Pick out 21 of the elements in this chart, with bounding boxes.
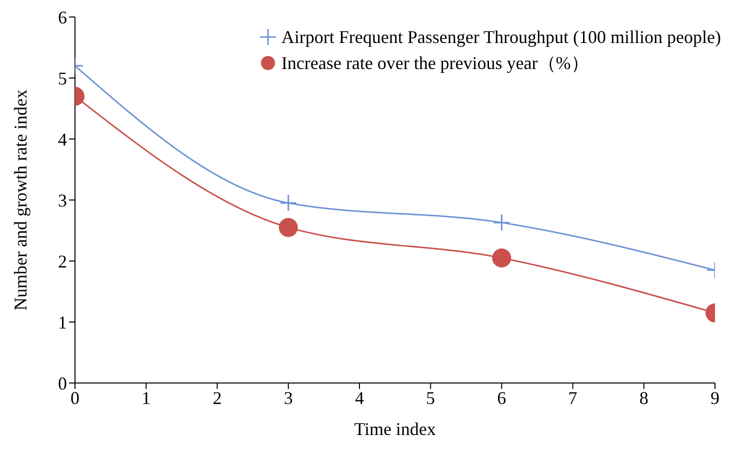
y-tick-label: 3 [58, 190, 67, 210]
x-tick-label: 0 [70, 388, 80, 408]
x-tick-label: 2 [212, 388, 222, 408]
y-tick-label: 0 [58, 373, 67, 394]
x-tick-label: 6 [497, 388, 506, 408]
x-axis-title: Time index [354, 419, 436, 439]
y-axis-title: Number and growth rate index [10, 90, 30, 310]
y-tick-label: 1 [58, 312, 67, 332]
x-tick-label: 3 [284, 388, 293, 408]
y-tick-label: 4 [58, 129, 67, 150]
x-tick-label: 7 [568, 388, 578, 408]
x-tick-label: 4 [354, 388, 364, 408]
legend-label: Increase rate over the previous year（%） [281, 52, 589, 75]
y-tick-label: 5 [58, 68, 67, 88]
x-tick-label: 8 [639, 388, 648, 408]
x-tick-label: 5 [426, 388, 436, 408]
y-tick-label: 2 [58, 251, 67, 272]
x-tick-label: 1 [142, 388, 151, 408]
y-tick-label: 6 [58, 7, 67, 28]
x-tick-label: 9 [710, 388, 720, 408]
legend-label: Airport Frequent Passenger Throughput (100 million people) [281, 26, 721, 49]
